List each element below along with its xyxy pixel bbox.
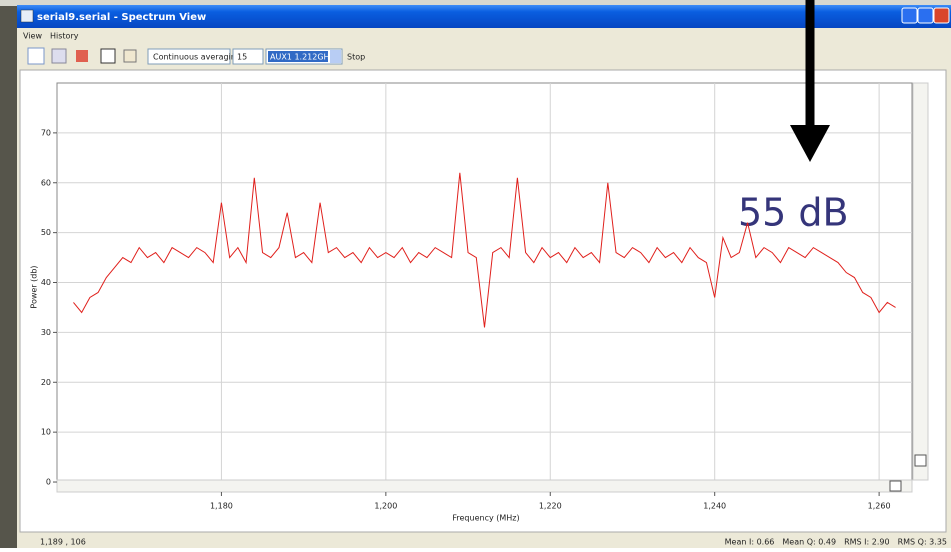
window-title: serial9.serial - Spectrum View [37,12,206,23]
status-stat: RMS I: 2.90 [844,538,890,547]
x-axis-label: Frequency (MHz) [452,514,519,523]
plot-area [57,83,912,492]
status-stat: RMS Q: 3.35 [898,538,947,547]
x-tick-label: 1,200 [374,502,397,511]
menu-item[interactable]: View [23,32,42,41]
y-tick-label: 50 [41,228,51,237]
vertical-scrollbar[interactable] [913,83,928,480]
tool-button[interactable] [101,49,115,63]
tool-button[interactable] [28,48,44,64]
y-tick-label: 0 [46,478,51,487]
dropdown-button[interactable] [330,50,341,63]
tool-button[interactable] [52,49,66,63]
annotation: 55 dB [738,191,849,235]
status-stat: Mean Q: 0.49 [782,538,836,547]
source-value: AUX1 1.212GHz [270,53,334,62]
tool-button[interactable] [76,50,88,62]
screen: serial9.serial - Spectrum View View Hist… [0,0,951,548]
y-axis-label: Power (db) [30,265,39,308]
zoom-button[interactable] [915,455,926,466]
status-position: 1,189 , 106 [40,538,86,547]
count-value: 15 [237,53,247,62]
stop-button[interactable]: Stop [347,53,365,62]
y-tick-label: 70 [41,128,51,137]
menu-item[interactable]: History [50,32,79,41]
averaging-label: Continuous averaging [153,53,241,62]
x-tick-label: 1,240 [703,502,726,511]
maximize-button[interactable] [918,8,933,23]
minimize-button[interactable] [902,8,917,23]
x-tick-label: 1,260 [868,502,891,511]
y-tick-label: 60 [41,178,51,187]
app-icon [21,10,33,22]
y-tick-label: 30 [41,328,51,337]
close-button[interactable] [934,8,949,23]
zoom-button[interactable] [890,481,901,491]
tool-button[interactable] [124,50,136,62]
y-tick-label: 40 [41,278,51,287]
y-tick-label: 20 [41,378,51,387]
y-tick-label: 10 [41,428,51,437]
x-tick-label: 1,180 [210,502,233,511]
status-stat: Mean I: 0.66 [725,538,775,547]
x-tick-label: 1,220 [539,502,562,511]
horizontal-scrollbar[interactable] [57,480,912,492]
page: serial9.serial - Spectrum View View Hist… [0,0,951,548]
